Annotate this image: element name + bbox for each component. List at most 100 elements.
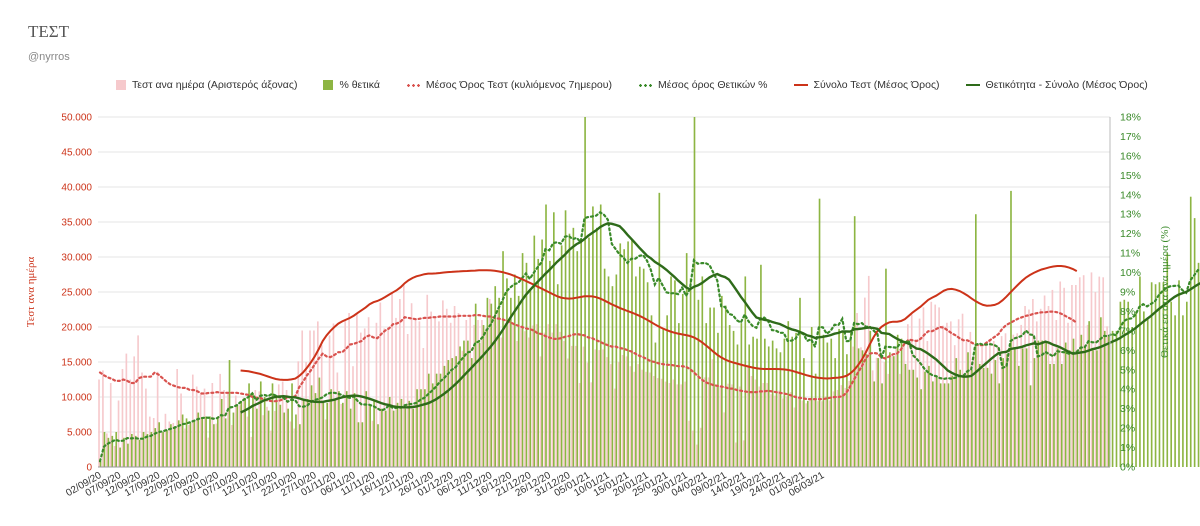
positive-pct-bar [283,412,286,467]
tests-bar [387,327,389,467]
positive-pct-bar [115,432,118,467]
positive-pct-bar [767,346,770,467]
legend-label: Σύνολο Τεστ (Μέσος Όρος) [813,79,940,91]
positive-pct-bar [216,418,219,467]
positive-pct-bar [412,408,414,467]
positive-pct-bar [1041,340,1044,467]
positive-pct-bar [334,398,336,467]
tests-bar [223,390,225,467]
tests-bar [914,340,917,467]
tests-bar [410,303,413,467]
tests-bar [227,393,229,467]
positive-pct-bar [275,395,278,467]
tests-bar [188,425,190,467]
positive-pct-bar [111,435,114,467]
positive-pct-bar [892,356,895,467]
positive-pct-bar [556,284,559,467]
tests-bar [246,416,249,467]
series-tests-per-day [98,272,1108,467]
positive-pct-bar [642,268,645,467]
positive-pct-bar [310,385,313,467]
positive-pct-bar [388,397,391,467]
tests-bar [524,331,526,467]
left-axis-ticks: 0 5.000 10.000 15.000 20.000 25.000 30.000 35.0… [61,113,92,474]
tests-bar [516,341,518,467]
tests-bar [934,304,937,467]
positive-pct-bar [1131,327,1133,467]
positive-pct-bar [963,375,965,467]
tests-bar [359,332,362,467]
tests-bar [133,356,135,467]
tests-bar [598,350,600,467]
tests-bar [746,364,749,467]
right-tick-label: 5% [1120,364,1135,376]
tests-bar [434,316,436,467]
positive-pct-bar [975,214,977,467]
tests-bar [676,384,679,467]
tests-bar [778,390,780,467]
tests-bar [547,324,550,467]
tests-bar [402,285,405,467]
tests-bar [1032,299,1034,467]
tests-bar [606,357,608,467]
positive-pct-bar [392,410,395,467]
positive-pct-bar [404,408,407,467]
left-tick-label: 35.000 [61,218,92,229]
positive-pct-bar [357,422,360,467]
positive-pct-bar [830,338,833,467]
left-tick-label: 0 [86,463,92,474]
positive-pct-bar [978,363,981,467]
positive-pct-bar [877,358,879,467]
legend-item-tests-per-day: Τεστ ανα ημέρα (Αριστερός άξονας) [116,79,297,91]
tests-bar [742,440,745,467]
positive-pct-bar [1060,363,1063,467]
tests-bar [1047,306,1050,467]
positive-pct-bar [502,251,504,467]
tests-bar [281,381,284,467]
positive-pct-bar [572,227,575,467]
tests-bar [969,331,972,467]
positive-pct-bar [795,332,797,467]
tests-bar [813,399,815,467]
tests-bar [739,386,741,467]
positive-pct-bar [197,412,200,467]
positive-pct-bar [1189,196,1192,467]
chart-legend: Τεστ ανα ημέρα (Αριστερός άξονας) % θετι… [116,79,1174,91]
tests-bar [1008,347,1011,467]
positive-pct-bar [490,303,493,467]
positive-pct-bar [846,354,848,467]
positive-pct-bar [1135,311,1137,467]
tests-bar [973,356,976,467]
tests-bar [578,383,581,467]
tests-bar [1051,289,1054,467]
positive-pct-bar [326,402,329,467]
positive-pct-bar [955,358,958,467]
positive-pct-bar [580,241,582,467]
positive-pct-bar [603,268,606,467]
tests-bar [774,395,776,467]
positive-pct-bar [1025,348,1028,467]
positive-pct-bar [842,330,844,467]
tests-bar [1055,320,1058,467]
positive-pct-bar [693,117,696,467]
positive-pct-bar [127,443,129,467]
tests-bar [203,388,206,467]
positive-pct-bar [885,268,887,467]
tests-bar [1082,275,1085,467]
left-tick-label: 20.000 [61,323,92,334]
tests-bar [688,420,690,467]
tests-bar [1094,292,1097,467]
positive-pct-bar [416,389,418,467]
positive-pct-bar [662,328,665,467]
positive-pct-bar [783,338,786,467]
positive-pct-bar [685,253,688,467]
tests-bar [793,407,796,467]
positive-pct-bar [146,433,149,467]
tests-bar [500,337,503,467]
positive-pct-bar [560,245,563,467]
tests-bar [469,316,472,467]
positive-pct-bar [1182,315,1184,467]
tests-bar [504,322,507,467]
positive-pct-bar [205,416,207,467]
positive-pct-bar [470,358,473,467]
